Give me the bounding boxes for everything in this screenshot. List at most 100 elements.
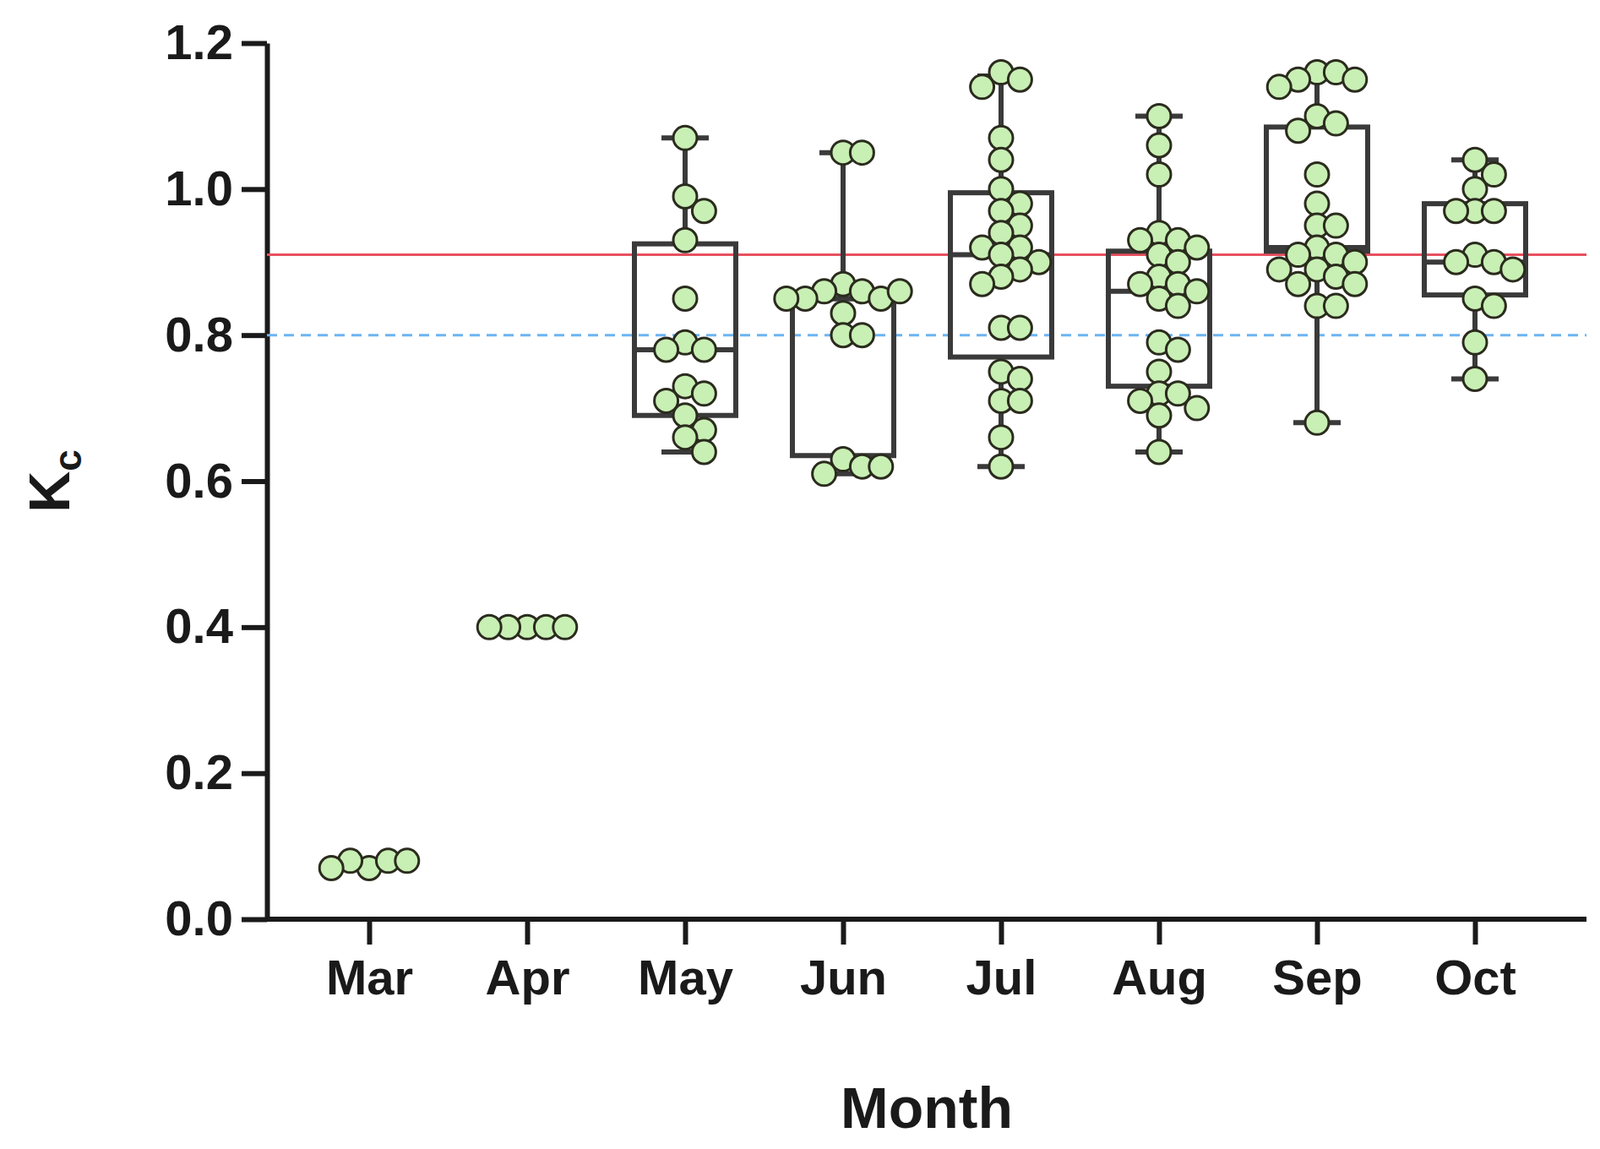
data-point <box>1305 410 1329 435</box>
y-tick-mark <box>241 41 267 47</box>
x-tick: Jun <box>800 919 888 1005</box>
point-group <box>1267 60 1367 436</box>
data-point <box>1007 67 1032 92</box>
x-tick-mark <box>367 919 373 945</box>
data-point <box>1444 250 1469 274</box>
y-tick: 0.0 <box>164 890 267 946</box>
data-point <box>1147 103 1171 128</box>
chart: 0.00.20.40.60.81.01.2MarAprMayJunJulAugS… <box>0 0 1600 1149</box>
data-point <box>1463 330 1487 354</box>
x-tick-label: Jun <box>800 949 888 1005</box>
data-point <box>1147 359 1171 384</box>
y-tick-label: 0.0 <box>164 890 234 946</box>
data-point <box>812 462 837 486</box>
data-point <box>477 614 501 639</box>
box <box>634 244 736 416</box>
data-point <box>1165 337 1190 362</box>
data-point <box>654 337 679 362</box>
data-point <box>970 272 995 296</box>
data-point <box>1305 191 1329 216</box>
box <box>1108 250 1210 387</box>
point-group <box>1128 103 1209 464</box>
y-tick-label: 1.2 <box>164 14 234 70</box>
x-tick-mark <box>1315 919 1321 945</box>
x-tick-label: Apr <box>485 949 571 1005</box>
data-point <box>395 848 420 873</box>
data-point <box>887 279 912 304</box>
y-tick: 0.2 <box>164 744 267 800</box>
data-point <box>673 286 697 311</box>
y-tick-label: 0.8 <box>164 306 234 362</box>
x-tick-mark <box>525 919 531 945</box>
data-point <box>1343 67 1367 92</box>
data-point <box>1185 396 1209 420</box>
x-axis: MarAprMayJunJulAugSepOct <box>266 919 1587 1005</box>
y-tick: 1.0 <box>164 160 267 216</box>
x-tick: Oct <box>1434 919 1517 1005</box>
point-group <box>774 141 912 486</box>
data-point <box>1463 367 1487 392</box>
data-point <box>1481 293 1506 318</box>
data-point <box>553 614 577 639</box>
x-tick: Apr <box>485 919 571 1005</box>
y-tick-label: 1.0 <box>164 160 234 216</box>
x-tick-mark <box>999 919 1005 945</box>
y-tick-mark <box>241 917 267 923</box>
data-point <box>1481 199 1506 224</box>
data-point <box>319 856 343 881</box>
reference-line <box>266 333 1587 337</box>
x-tick-mark <box>841 919 847 945</box>
point-group <box>970 60 1051 479</box>
data-point <box>691 381 716 406</box>
point-group <box>654 125 717 464</box>
data-point <box>1286 272 1311 296</box>
y-tick-label: 0.4 <box>164 598 234 654</box>
data-point <box>1444 199 1469 224</box>
data-point <box>1007 315 1032 340</box>
y-tick-mark <box>241 625 267 631</box>
y-tick: 0.6 <box>164 452 267 508</box>
data-point <box>869 454 893 479</box>
x-tick: Aug <box>1111 919 1208 1005</box>
data-point <box>1147 403 1171 428</box>
box <box>792 298 894 456</box>
box-plot <box>1108 115 1210 452</box>
y-axis: 0.0 0.2 0.4 0.6 0.8 1.0 1.2 <box>164 14 267 946</box>
box-plot <box>1266 72 1368 424</box>
data-point <box>849 141 874 165</box>
data-point <box>691 199 716 224</box>
y-axis-title: Kc <box>16 449 90 513</box>
box-plot <box>792 152 894 474</box>
data-point <box>1323 213 1348 238</box>
x-axis-title: Month <box>840 1075 1013 1140</box>
y-tick-mark <box>241 771 267 777</box>
data-point <box>849 323 874 348</box>
reference-line <box>266 253 1587 256</box>
y-tick-label: 0.2 <box>164 744 234 800</box>
point-group <box>1444 147 1525 391</box>
data-point <box>1007 367 1032 392</box>
x-tick-label: Aug <box>1111 949 1208 1005</box>
x-tick: Mar <box>326 919 414 1005</box>
data-point <box>1147 133 1171 158</box>
data-point <box>989 147 1013 172</box>
x-axis-line <box>266 916 1587 922</box>
data-point <box>1147 163 1171 187</box>
x-tick-label: May <box>637 949 734 1005</box>
y-tick-label: 0.6 <box>164 452 234 508</box>
box-plot <box>634 137 736 452</box>
data-point <box>1323 111 1348 136</box>
data-point <box>774 286 799 311</box>
data-point <box>1147 440 1171 464</box>
y-tick-mark <box>241 332 267 338</box>
data-point <box>989 125 1013 150</box>
plot-area <box>266 60 1587 881</box>
box-plot <box>1424 159 1526 379</box>
y-tick: 0.8 <box>164 306 267 362</box>
data-point <box>989 425 1013 450</box>
data-point <box>1323 293 1348 318</box>
data-point <box>1501 257 1525 282</box>
y-tick-mark <box>241 478 267 485</box>
data-point <box>1343 272 1367 296</box>
y-tick-mark <box>241 186 267 192</box>
